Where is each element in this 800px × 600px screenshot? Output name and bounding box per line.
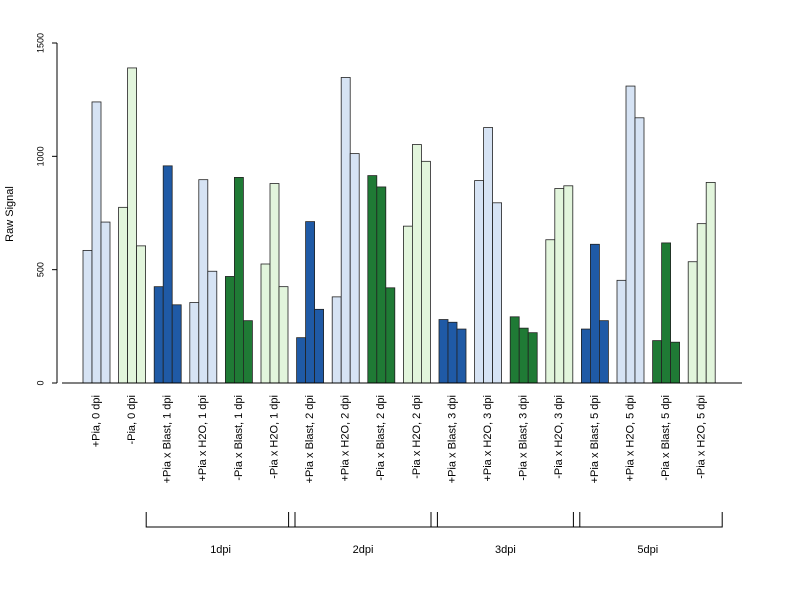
bar <box>207 270 218 384</box>
group-bracket <box>288 512 438 528</box>
category-label: +Pia x Blast, 2 dpi <box>304 395 316 483</box>
category-label: +Pia x Blast, 3 dpi <box>446 395 458 483</box>
group-label: 1dpi <box>210 544 231 556</box>
bar <box>438 319 449 384</box>
bar <box>616 279 627 384</box>
group-bracket <box>572 512 723 528</box>
bar <box>305 221 316 384</box>
category-label: -Pia x H2O, 2 dpi <box>411 395 423 479</box>
bar <box>402 225 413 384</box>
bar <box>652 340 662 384</box>
bar <box>296 337 307 384</box>
bar <box>376 186 387 384</box>
category-label: -Pia x Blast, 5 dpi <box>660 395 672 481</box>
bar <box>456 328 467 384</box>
category-label: +Pia x Blast, 1 dpi <box>162 395 174 483</box>
category-label: -Pia x Blast, 1 dpi <box>233 395 245 481</box>
category-label: +Pia x H2O, 1 dpi <box>197 395 209 482</box>
category-label: -Pia, 0 dpi <box>126 395 138 445</box>
category-label: +Pia x H2O, 2 dpi <box>340 395 352 482</box>
group-label: 3dpi <box>495 544 516 556</box>
bar <box>492 202 503 384</box>
bars-layer <box>82 67 716 384</box>
bar <box>696 223 707 384</box>
bar <box>518 327 529 384</box>
bar <box>687 261 698 384</box>
bar <box>340 77 351 384</box>
bar <box>91 101 102 384</box>
bar <box>581 328 591 384</box>
bar <box>483 127 494 384</box>
bar <box>554 188 565 384</box>
bar <box>171 304 182 384</box>
category-labels: +Pia, 0 dpi -Pia, 0 dpi +Pia x Blast, 1 dp… <box>90 395 707 483</box>
bar <box>474 180 485 384</box>
bar <box>634 117 645 384</box>
group-brackets: 1dpi 2dpi 3dpi 5dpi <box>145 512 723 556</box>
bar <box>233 177 244 384</box>
bar <box>100 221 111 384</box>
bar <box>509 316 520 384</box>
category-label: +Pia, 0 dpi <box>90 395 102 447</box>
category-label: -Pia x Blast, 2 dpi <box>375 395 387 481</box>
bar <box>82 249 93 384</box>
bar <box>242 320 253 384</box>
bar <box>314 308 325 384</box>
bar <box>411 144 422 384</box>
bar <box>705 181 716 384</box>
bar <box>136 245 147 384</box>
y-tick-label: 1000 <box>35 146 45 166</box>
bar <box>545 239 556 384</box>
category-label: -Pia x H2O, 3 dpi <box>553 395 565 479</box>
bar <box>331 296 342 384</box>
y-tick-label: 500 <box>35 262 45 277</box>
bar <box>447 321 458 384</box>
group-label: 2dpi <box>353 544 374 556</box>
bar <box>118 206 128 384</box>
category-label: -Pia x Blast, 3 dpi <box>518 395 530 481</box>
bar <box>420 160 431 384</box>
category-label: +Pia x H2O, 5 dpi <box>624 395 636 482</box>
bar <box>349 153 360 384</box>
bar <box>269 183 280 384</box>
bar <box>224 276 235 384</box>
bar <box>153 286 164 384</box>
category-label: -Pia x H2O, 5 dpi <box>696 395 708 479</box>
bar <box>278 286 289 384</box>
bar <box>590 243 600 384</box>
bar <box>367 175 378 384</box>
bar <box>670 341 680 384</box>
bar <box>625 85 636 384</box>
group-bracket <box>430 512 581 528</box>
y-axis-title: Raw Signal <box>4 186 16 242</box>
bar <box>162 165 173 384</box>
y-axis: 0 500 1000 1500 <box>35 33 58 386</box>
bar <box>260 263 271 384</box>
y-tick-label: 0 <box>35 380 45 385</box>
y-tick-label: 1500 <box>35 33 45 53</box>
bar <box>385 287 396 384</box>
bar <box>599 320 609 384</box>
category-label: +Pia x H2O, 3 dpi <box>482 395 494 482</box>
bar <box>198 179 209 384</box>
bar <box>661 242 671 384</box>
category-label: -Pia x H2O, 1 dpi <box>268 395 280 479</box>
bar <box>127 67 137 384</box>
category-label: +Pia x Blast, 5 dpi <box>589 395 601 483</box>
bar <box>527 332 538 384</box>
bar <box>189 302 200 384</box>
group-bracket <box>145 512 296 528</box>
group-label: 5dpi <box>637 544 658 556</box>
bar <box>563 185 574 384</box>
